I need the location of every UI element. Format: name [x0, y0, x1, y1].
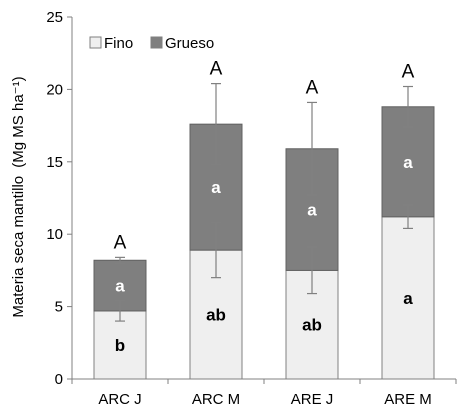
x-tick-label: ARC J — [98, 391, 141, 408]
legend-swatch-grueso — [150, 36, 163, 49]
bar-fino — [93, 310, 147, 380]
x-tick-label: ARE J — [291, 391, 334, 408]
y-axis-label: Materia seca mantillo (Mg MS ha⁻¹) — [10, 76, 27, 317]
x-tick-label: ARC M — [192, 391, 240, 408]
x-tick-label: ARE M — [384, 391, 432, 408]
sig-letter-grueso: a — [115, 277, 125, 296]
sig-letter-total: A — [114, 232, 127, 253]
y-tick-label: 15 — [46, 154, 63, 171]
sig-letter-grueso: a — [403, 153, 413, 172]
sig-letter-fino: b — [115, 336, 125, 355]
bar-fino — [381, 216, 435, 380]
y-axis-label-text: Materia seca mantillo — [10, 176, 27, 318]
sig-letter-fino: a — [403, 289, 413, 308]
y-tick-label: 20 — [46, 81, 63, 98]
sig-letter-grueso: a — [211, 178, 221, 197]
sig-letter-total: A — [402, 62, 415, 83]
plot-area: 0 5 10 15 20 25 b a A ARC J ab a A ARC M ab a A ARE J a a A A… — [46, 9, 457, 408]
legend: Fino Grueso — [89, 35, 214, 52]
sig-letter-total: A — [306, 77, 319, 98]
legend-label-grueso: Grueso — [165, 35, 214, 52]
y-tick-label: 5 — [55, 299, 63, 316]
y-tick-label: 0 — [55, 371, 63, 388]
sig-letter-grueso: a — [307, 201, 317, 220]
y-axis-label-unit: (Mg MS ha⁻¹) — [10, 76, 27, 167]
sig-letter-total: A — [210, 59, 223, 80]
sig-letter-fino: ab — [206, 306, 226, 325]
y-tick-label: 10 — [46, 226, 63, 243]
sig-letter-fino: ab — [302, 316, 322, 335]
legend-label-fino: Fino — [104, 35, 133, 52]
y-tick-label: 25 — [46, 9, 63, 26]
legend-swatch-fino — [89, 36, 102, 49]
